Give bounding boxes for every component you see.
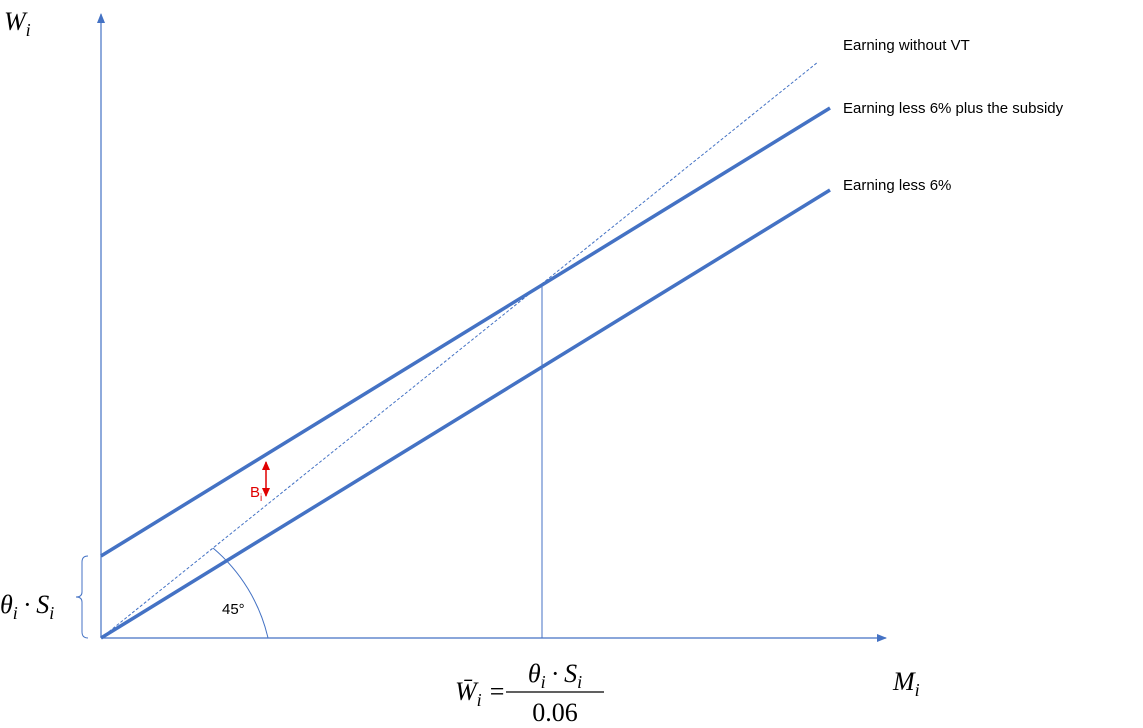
text-part: = [490,677,505,706]
text-part: W̄ [455,677,479,706]
text-part: i [477,690,482,710]
threshold-denominator: 0.06 [532,698,578,727]
text-part: · [24,590,31,619]
line-label: Earning without VT [843,37,970,54]
text-part: S [564,659,577,688]
text-part: · [552,659,559,688]
text-part: i [915,680,920,700]
line-without-vt [100,61,819,639]
text-part: M [892,667,916,696]
angle-arc [212,547,269,639]
threshold-lhs: W̄i = [455,677,504,710]
x-axis-label: Mi [892,667,920,700]
text-part: W [4,7,28,36]
text-part: θ [528,659,541,688]
text-part: i [541,672,546,692]
threshold-numerator: θi · Si [528,659,582,692]
intercept-label: θi · Si [0,590,54,623]
text-part: S [36,590,49,619]
angle-label: 45° [222,601,245,618]
text-part: B [250,484,260,501]
line-label: Earning less 6% plus the subsidy [843,100,1064,117]
text-part: i [26,20,31,40]
gap-label: Bi [250,484,262,504]
y-axis-label: Wi [4,7,31,40]
text-part: i [260,493,262,504]
intercept-brace [75,555,89,639]
text-part: i [577,672,582,692]
text-part: i [13,603,18,623]
line-with-subsidy [100,106,831,558]
line-label: Earning less 6% [843,177,951,194]
text-part: θ [0,590,13,619]
line-less-6 [100,188,831,640]
text-part: i [49,603,54,623]
